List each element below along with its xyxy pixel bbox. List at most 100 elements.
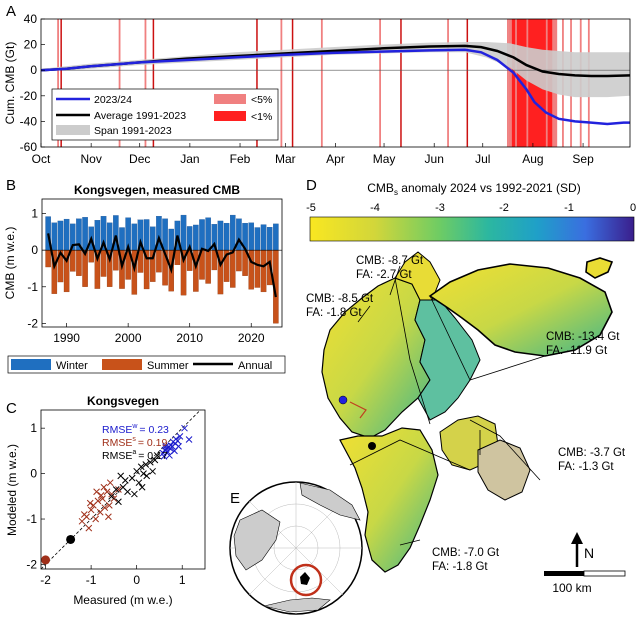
station-marker-black — [368, 442, 376, 450]
legend-a: 2023/24 Average 1991-2023 Span 1991-2023… — [51, 88, 279, 141]
span-area — [41, 42, 630, 98]
panel-e: E — [229, 481, 363, 615]
colorbar — [309, 216, 635, 242]
spitsbergen-northeast — [414, 299, 481, 421]
bar-winter — [223, 222, 230, 251]
north-label: N — [584, 545, 594, 561]
bar-winter — [162, 218, 168, 251]
month-label-a: Aug — [522, 152, 543, 166]
bar-winter — [199, 219, 205, 251]
x-axis-label-c: Measured (m w.e.) — [73, 593, 172, 607]
colorbar-title: CMBs anomaly 2024 vs 1992-2021 (SD) — [367, 181, 580, 197]
bar-winter — [205, 217, 211, 251]
point-annual — [112, 486, 120, 493]
y-tick-label-c: 1 — [30, 421, 37, 435]
colorbar-tick: -1 — [564, 202, 574, 214]
bar-winter — [94, 220, 101, 251]
y-axis-label-b: CMB (m w.e.) — [3, 227, 17, 300]
svalbard-locator — [289, 563, 323, 597]
legend-label-avg: Average 1991-2023 — [94, 110, 186, 122]
x-tick-label-b: 1990 — [53, 331, 80, 345]
observed-line — [41, 48, 630, 126]
y-tick-label-b: 0 — [31, 243, 38, 257]
bar-summer — [100, 250, 107, 277]
point-summer — [115, 486, 122, 493]
legend-label-winter: Winter — [56, 360, 88, 372]
rmse-block: RMSEw = 0.23 RMSEs = 0.19 RMSEa = 0.17 — [102, 423, 169, 462]
point-winter — [167, 445, 174, 452]
point-annual — [115, 498, 122, 506]
panel-label-e: E — [230, 490, 240, 507]
bar-winter — [266, 227, 273, 251]
extreme-day-1pct — [466, 19, 469, 147]
month-label-a: Feb — [230, 152, 251, 166]
bar-winter — [248, 222, 254, 251]
region-fa: FA: -2.7 Gt — [356, 269, 412, 281]
extreme-day-1pct — [291, 19, 294, 147]
colorbar-tick: -4 — [370, 202, 380, 214]
month-label-a: Oct — [32, 152, 51, 166]
extreme-day-5pct — [379, 19, 381, 147]
y-tick-label-c: 0 — [30, 467, 37, 481]
x-tick-label-c: 0 — [133, 573, 140, 587]
extreme-day-5pct — [118, 19, 121, 147]
point-annual — [117, 472, 125, 480]
point-winter — [160, 452, 168, 460]
legend-box-b — [7, 355, 286, 374]
region-divider — [429, 295, 546, 381]
bar-winter — [168, 228, 174, 251]
y-tick-label-a: 20 — [24, 38, 38, 52]
point-annual — [151, 456, 159, 464]
bar-summer — [88, 250, 94, 263]
point-winter — [172, 435, 180, 443]
point-summer — [100, 483, 108, 491]
scale-label: 100 km — [552, 581, 591, 595]
month-label-a: Apr — [326, 152, 345, 166]
extreme-day-1pct — [152, 19, 155, 147]
callout-line — [357, 305, 371, 323]
y-tick-label-a: -40 — [20, 114, 38, 128]
x-tick-label-b: 2010 — [176, 331, 203, 345]
month-label-a: Jan — [180, 152, 199, 166]
point-annual — [137, 463, 145, 471]
legend-swatch-pct5 — [214, 94, 246, 104]
y-tick-label-c: -1 — [26, 512, 37, 526]
bar-summer — [70, 250, 76, 272]
bar-winter — [51, 222, 58, 251]
point-annual — [142, 461, 150, 468]
bar-winter — [57, 220, 64, 251]
point-summer — [93, 488, 100, 496]
bar-winter — [180, 214, 187, 251]
point-summer — [97, 492, 105, 499]
extreme-day-5pct — [507, 19, 509, 147]
x-tick-label-b: 2000 — [115, 331, 142, 345]
bar-summer — [205, 250, 211, 284]
y-tick-label-c: -2 — [26, 557, 37, 571]
x-tick-label-c: -2 — [40, 573, 51, 587]
svalbard-mini — [300, 572, 310, 585]
kvitoya — [585, 257, 614, 279]
scale-bar: 100 km — [544, 570, 626, 595]
point-summer — [92, 515, 100, 523]
bar-winter — [143, 219, 150, 251]
bar-winter — [63, 218, 70, 251]
bar-summer — [193, 250, 199, 292]
point-winter — [176, 432, 184, 440]
point-annual — [138, 483, 146, 491]
bar-winter — [82, 217, 88, 251]
panel-label-c: C — [6, 400, 17, 417]
month-label-a: Jun — [425, 152, 444, 166]
bar-summer — [174, 250, 181, 265]
x-tick-label-c: -1 — [86, 573, 97, 587]
svalbard-map — [321, 251, 614, 573]
month-label-a: Dec — [129, 152, 150, 166]
point-annual — [143, 472, 151, 480]
month-label-a: Sep — [572, 152, 594, 166]
point-summer — [86, 499, 94, 507]
point-annual — [153, 452, 161, 459]
north-arrow-head — [571, 532, 583, 544]
region-label: CMB: -3.7 Gt FA: -1.3 Gt — [558, 447, 626, 473]
extreme-day-5pct — [280, 19, 283, 147]
bar-winter — [260, 224, 267, 251]
point-annual — [149, 467, 156, 475]
